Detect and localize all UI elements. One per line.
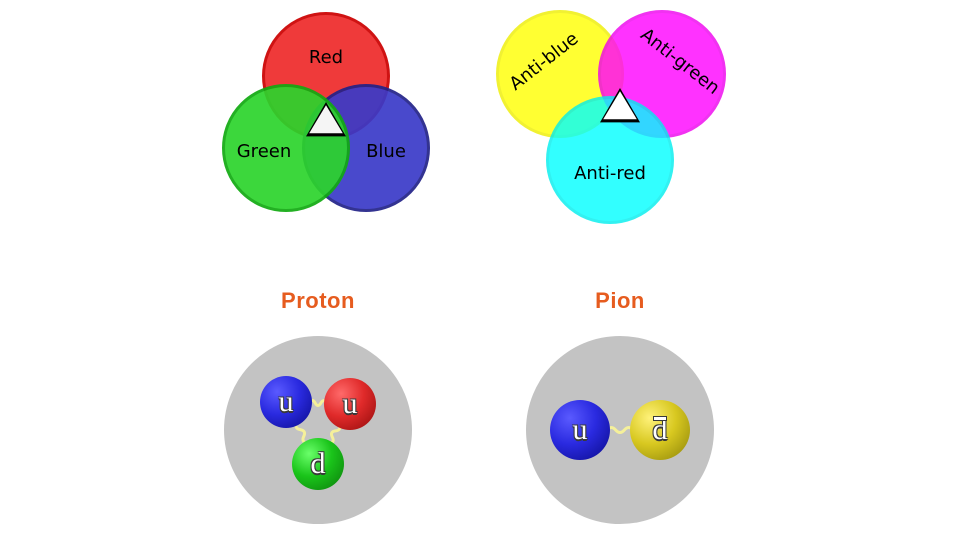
quark-u-blue-pion: u	[550, 400, 610, 460]
quark-label-u-blue-pion: u	[573, 415, 588, 445]
quark-label-dbar-yellow: d	[653, 415, 668, 445]
pion-gluons	[0, 0, 960, 540]
quark-dbar-yellow: d	[630, 400, 690, 460]
